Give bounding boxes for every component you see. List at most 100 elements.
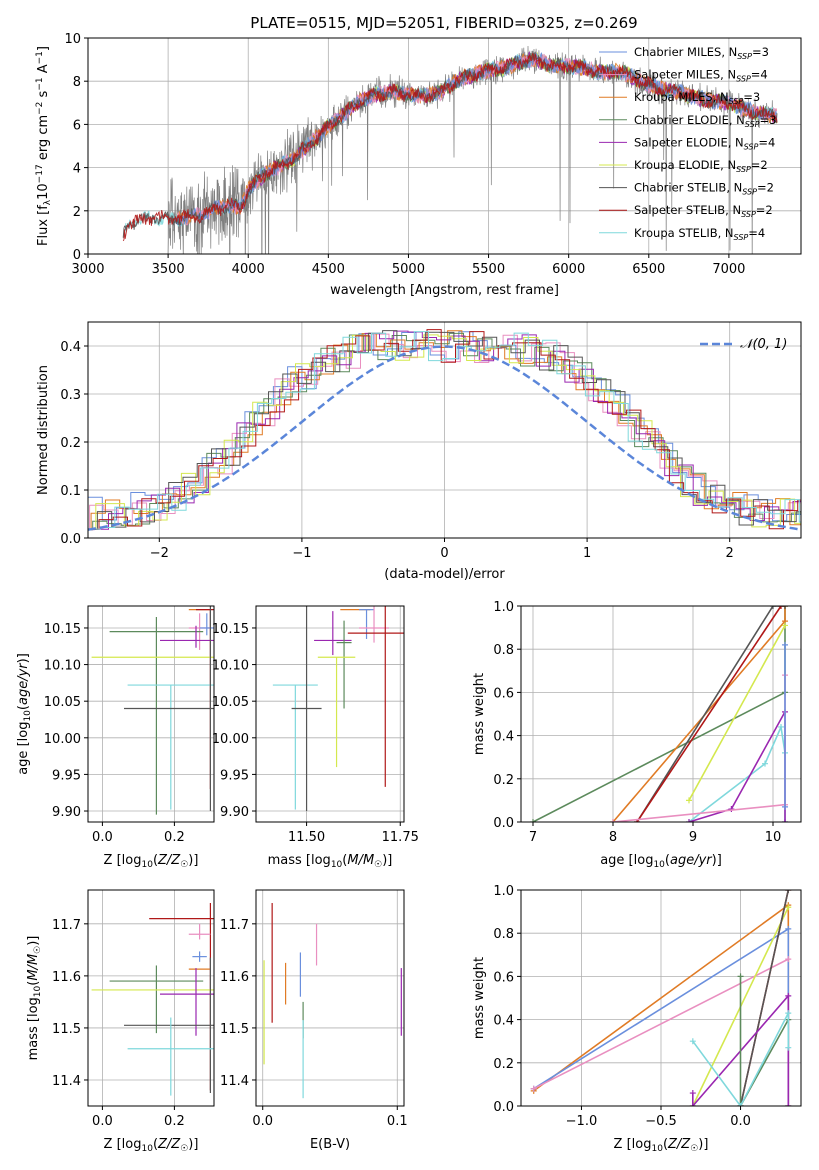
- panel-mass_weight_vs_Z: −1.0 −0.5 0.0 0.0 0.2 0.4 0.6 0.8 1.0 Z [log10(Z/…: [472, 884, 802, 1154]
- marker-salpeter_elodie: [785, 1103, 792, 1106]
- label-part: −1: [35, 51, 45, 64]
- label-part: Z/Z: [667, 1137, 691, 1152]
- y-tick-label: 9.90: [220, 805, 249, 820]
- x-tick-label: 6000: [552, 262, 585, 277]
- label-part: ☉: [690, 1144, 698, 1154]
- x-axis-label: age [log10(age/yr)]: [600, 853, 722, 870]
- y-tick-label: 0.0: [60, 532, 81, 547]
- label-part: mass [log: [268, 853, 331, 868]
- legend-label: Chabrier MILES, N: [634, 45, 737, 59]
- legend-entry: Salpeter MILES, NSSP=4: [634, 68, 768, 84]
- marker-salpeter_miles: [610, 819, 616, 822]
- plot-area-age_vs_mass: [272, 606, 404, 812]
- label-part: ☉: [180, 1144, 188, 1154]
- label-part: A: [36, 64, 51, 77]
- y-axis-label: age [log10(age/yr)]: [16, 653, 33, 775]
- x-tick-label: 2: [726, 546, 734, 561]
- legend-entry: Chabrier MILES, NSSP=3: [634, 45, 769, 61]
- marker-chabrier_stelib: [785, 890, 792, 893]
- y-tick-label: 0.2: [493, 773, 514, 788]
- y-axis-label: mass weight: [472, 957, 487, 1039]
- label-part: )]: [382, 853, 392, 868]
- plot-area-age_vs_Z: [91, 606, 214, 815]
- y-tick-label: 4: [73, 162, 81, 177]
- legend-sub: SSP: [736, 165, 751, 174]
- x-axis-label: Z [log10(Z/Z☉)]: [614, 1137, 709, 1154]
- marker-salpeter_elodie: [689, 1103, 696, 1106]
- plot-area-mass_weight_vs_Z: [530, 890, 792, 1106]
- x-tick-label: 4000: [232, 262, 265, 277]
- axes-frame: [255, 605, 405, 823]
- marker-chabrier_stelib: [782, 606, 788, 609]
- y-tick-label: 10.15: [44, 622, 81, 637]
- legend-entry: Chabrier STELIB, NSSP=2: [634, 181, 774, 197]
- y-tick-label: 0.2: [60, 436, 81, 451]
- label-part: (: [663, 1137, 668, 1152]
- marker-kroupa_elodie: [782, 622, 788, 629]
- y-tick-label: 11.6: [52, 970, 81, 985]
- cumulative-chabrier_stelib: [739, 890, 790, 1106]
- label-part: 10: [331, 860, 343, 870]
- y-tick-label: 9.95: [52, 768, 81, 783]
- y-axis-label: mass [log10(M/M☉)]: [26, 936, 43, 1061]
- legend-label: Salpeter ELODIE, N: [634, 135, 744, 149]
- x-axis-label: (data-model)/error: [384, 567, 505, 582]
- y-tick-label: 0.3: [60, 388, 81, 403]
- y-axis-label: Flux [fλ10−17 erg cm−2 s−1 A−1]: [35, 46, 53, 246]
- legend-tail: =2: [757, 181, 774, 195]
- y-tick-label: 9.95: [220, 768, 249, 783]
- cumulative-kroupa_stelib: [692, 1012, 790, 1106]
- marker-kroupa_stelib: [778, 723, 784, 730]
- label-part: ☉: [33, 946, 43, 954]
- y-tick-label: 0.8: [493, 927, 514, 942]
- label-part: )]: [16, 653, 31, 663]
- gauss-legend-label: 𝒩(0, 1): [740, 337, 787, 352]
- legend-tail: =3: [760, 113, 777, 127]
- label-part: )]: [188, 1137, 198, 1152]
- y-tick-label: 0.6: [493, 686, 514, 701]
- y-tick-label: 2: [73, 205, 81, 220]
- y-tick-label: 11.4: [220, 1074, 249, 1089]
- label-part: ☉: [374, 860, 382, 870]
- label-part: M/M: [347, 853, 374, 868]
- marker-salpeter_elodie: [785, 992, 792, 999]
- plot-area-mass_weight_vs_age: [530, 606, 788, 822]
- x-tick-label: 0.0: [730, 1114, 751, 1129]
- panel-age_vs_Z: 0.0 0.2 9.90 9.95 10.00 10.05 10.10 10.15 Z [log…: [16, 605, 215, 870]
- legend-sub: SSP: [742, 188, 757, 197]
- label-part: Z [log: [104, 853, 142, 868]
- y-tick-label: 10: [64, 32, 81, 47]
- y-tick-label: 11.5: [52, 1022, 81, 1037]
- hist-kroupa_stelib: [88, 331, 801, 530]
- legend-label: Chabrier STELIB, N: [634, 181, 742, 195]
- x-tick-label: 0: [440, 546, 448, 561]
- label-part: (: [342, 853, 347, 868]
- hist-chabrier_miles: [88, 331, 801, 531]
- legend-sub: SSP: [741, 210, 756, 219]
- label-part: 10: [651, 1144, 663, 1154]
- label-part: −2: [35, 102, 45, 115]
- marker-kroupa_stelib: [737, 1103, 744, 1106]
- marker-kroupa_stelib: [785, 1010, 792, 1017]
- y-tick-label: 0.8: [493, 643, 514, 658]
- x-tick-label: −1.0: [566, 1114, 598, 1129]
- axes-frame: [520, 605, 802, 823]
- x-axis-label: Z [log10(Z/Z☉)]: [104, 853, 199, 870]
- label-part: −17: [35, 164, 45, 183]
- legend-entry: Salpeter STELIB, NSSP=2: [634, 203, 773, 219]
- y-tick-label: 9.90: [52, 805, 81, 820]
- marker-salpeter_elodie: [782, 819, 788, 822]
- marker-salpeter_stelib: [778, 606, 784, 609]
- y-tick-label: 11.6: [220, 970, 249, 985]
- label-part: 10: [653, 860, 665, 870]
- x-tick-label: 10: [765, 830, 782, 845]
- legend-entry: Kroupa ELODIE, NSSP=2: [634, 158, 768, 174]
- legend-label: Salpeter STELIB, N: [634, 203, 741, 217]
- cumulative-kroupa_elodie: [688, 625, 786, 801]
- y-tick-label: 0.1: [60, 484, 81, 499]
- plot-area-mass_vs_EBV: [263, 903, 402, 1099]
- label-part: Z/Z: [157, 1137, 181, 1152]
- axes-frame: [87, 37, 802, 255]
- x-axis-label: wavelength [Angstrom, rest frame]: [330, 283, 559, 298]
